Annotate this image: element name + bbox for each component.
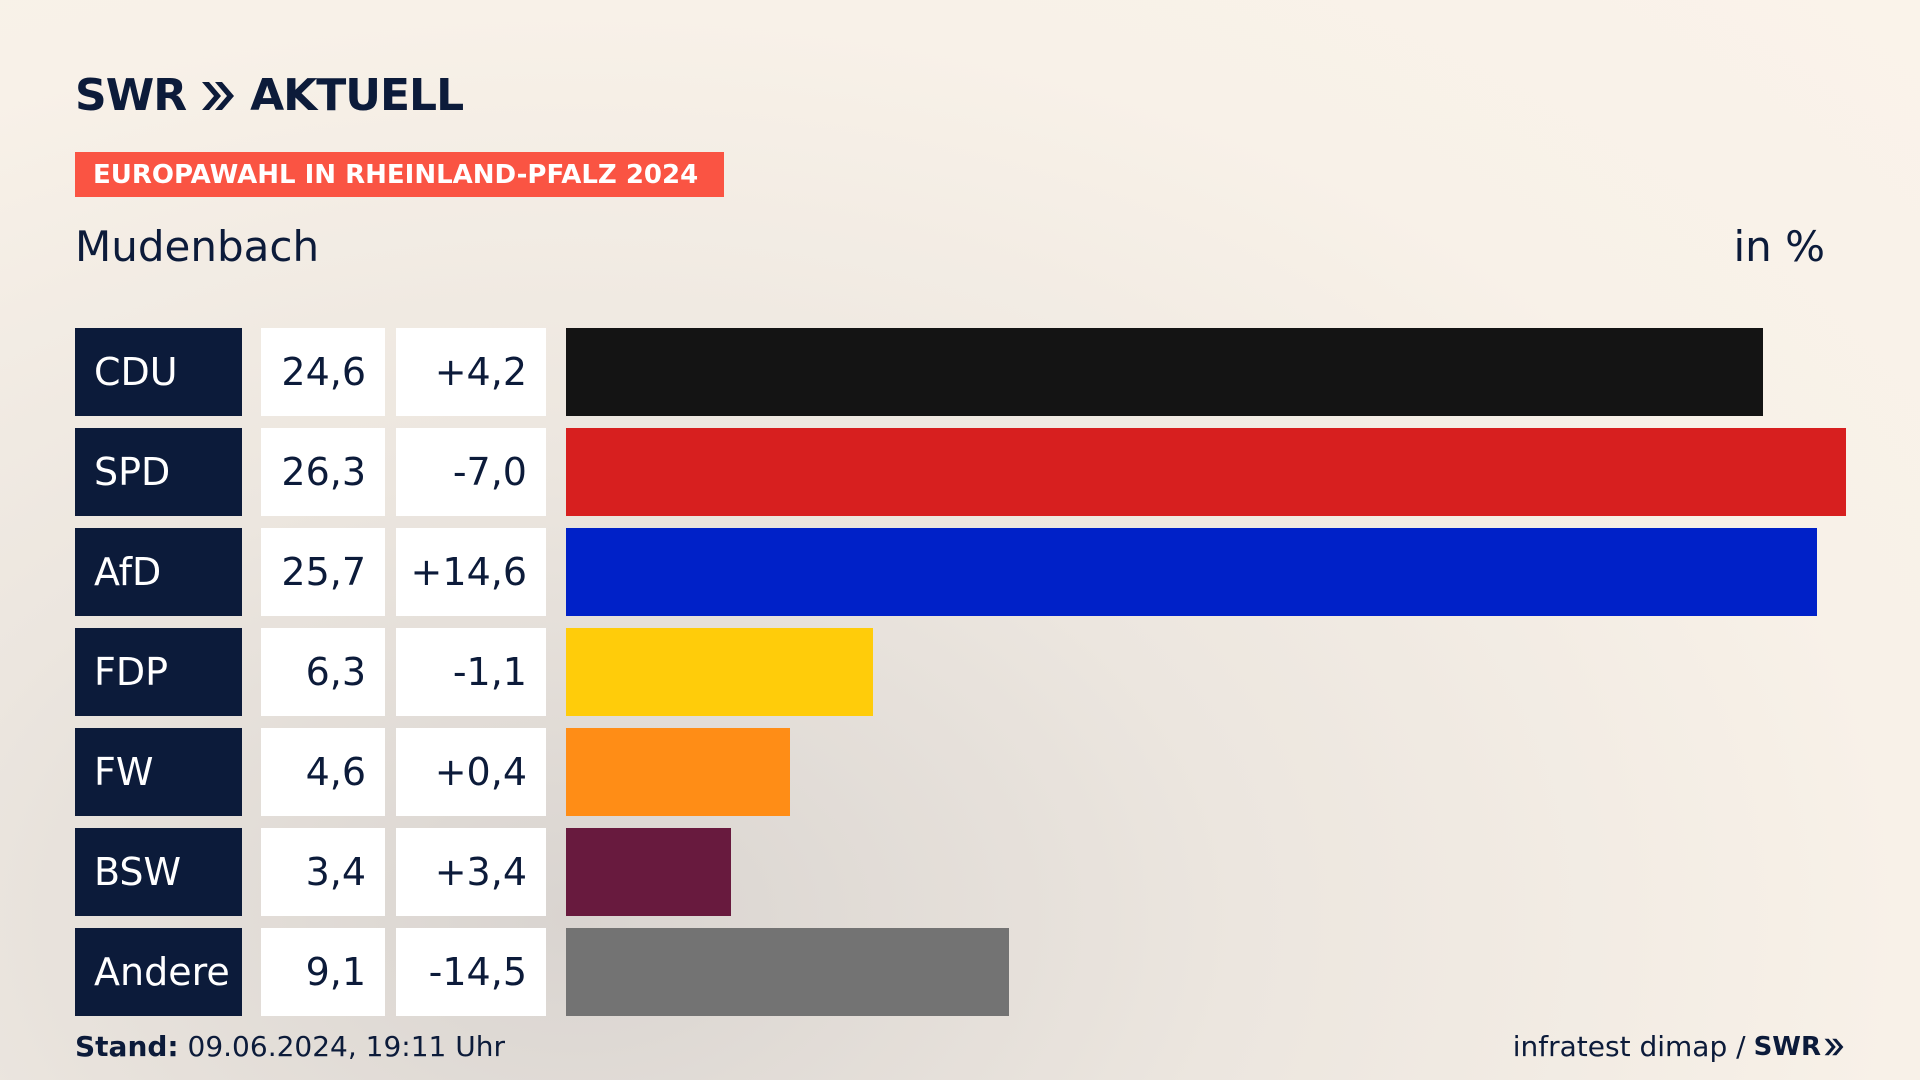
place-title: Mudenbach xyxy=(75,222,320,271)
timestamp: Stand: 09.06.2024, 19:11 Uhr xyxy=(75,1030,505,1063)
result-row-andere: Andere 9,1 -14,5 xyxy=(75,928,1875,1016)
value-label: 24,6 xyxy=(261,328,385,416)
logo-brand: SWR xyxy=(75,70,187,121)
diff-label: -1,1 xyxy=(396,628,546,716)
party-label: Andere xyxy=(75,928,242,1016)
bar-afd xyxy=(566,528,1817,616)
result-row-bsw: BSW 3,4 +3,4 xyxy=(75,828,1875,916)
value-label: 3,4 xyxy=(261,828,385,916)
diff-label: +14,6 xyxy=(396,528,546,616)
swr-aktuell-logo: SWR AKTUELL xyxy=(75,70,464,121)
chevron-right-icon xyxy=(200,79,236,113)
chevron-right-icon xyxy=(1824,1038,1844,1055)
result-row-fw: FW 4,6 +0,4 xyxy=(75,728,1875,816)
party-label: BSW xyxy=(75,828,242,916)
bar-spd xyxy=(566,428,1846,516)
party-label: FW xyxy=(75,728,242,816)
result-row-afd: AfD 25,7 +14,6 xyxy=(75,528,1875,616)
diff-label: -7,0 xyxy=(396,428,546,516)
value-label: 26,3 xyxy=(261,428,385,516)
diff-label: -14,5 xyxy=(396,928,546,1016)
stand-value: 09.06.2024, 19:11 Uhr xyxy=(187,1030,505,1063)
value-label: 25,7 xyxy=(261,528,385,616)
value-label: 6,3 xyxy=(261,628,385,716)
party-label: FDP xyxy=(75,628,242,716)
diff-label: +4,2 xyxy=(396,328,546,416)
result-row-cdu: CDU 24,6 +4,2 xyxy=(75,328,1875,416)
party-label: CDU xyxy=(75,328,242,416)
party-label: SPD xyxy=(75,428,242,516)
diff-label: +3,4 xyxy=(396,828,546,916)
source-label: infratest dimap / xyxy=(1512,1030,1746,1063)
party-label: AfD xyxy=(75,528,242,616)
result-row-spd: SPD 26,3 -7,0 xyxy=(75,428,1875,516)
source-credit: infratest dimap / SWR xyxy=(1513,1030,1845,1063)
swr-mini-logo: SWR xyxy=(1754,1032,1845,1062)
logo-suffix: AKTUELL xyxy=(250,70,464,121)
result-row-fdp: FDP 6,3 -1,1 xyxy=(75,628,1875,716)
bar-bsw xyxy=(566,828,732,916)
value-label: 4,6 xyxy=(261,728,385,816)
source-brand: SWR xyxy=(1753,1031,1821,1062)
diff-label: +0,4 xyxy=(396,728,546,816)
unit-label: in % xyxy=(1733,222,1825,271)
bar-fdp xyxy=(566,628,873,716)
bar-fw xyxy=(566,728,790,816)
election-banner: EUROPAWAHL IN RHEINLAND-PFALZ 2024 xyxy=(75,152,724,197)
bar-andere xyxy=(566,928,1009,1016)
stand-label: Stand: xyxy=(75,1030,179,1063)
value-label: 9,1 xyxy=(261,928,385,1016)
bar-cdu xyxy=(566,328,1764,416)
